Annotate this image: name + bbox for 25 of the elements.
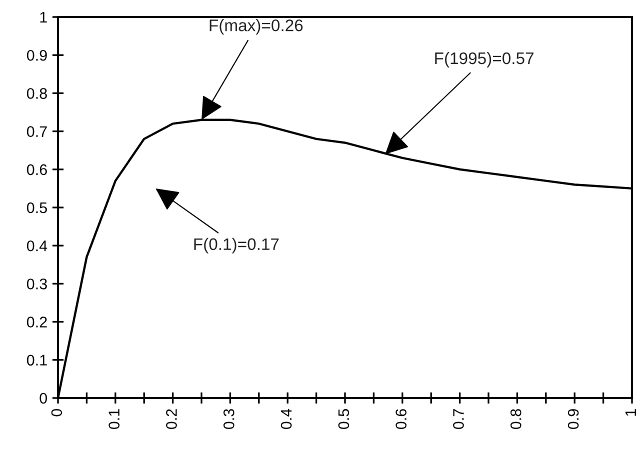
x-tick-label: 0.8 (510, 409, 522, 430)
x-tick-label: 0.6 (396, 409, 406, 430)
y-tick-label: 0.4 (26, 240, 48, 252)
annotation: F(1995)=0.57 (435, 52, 534, 68)
y-tick-label: 0.3 (26, 278, 47, 290)
y-tick-label: 0.7 (26, 126, 47, 137)
y-tick-label: 0.5 (26, 202, 47, 214)
y-tick-label: 0.9 (26, 50, 47, 61)
x-tick-label: 0.7 (453, 409, 464, 430)
x-tick-label: 0.2 (166, 409, 177, 430)
x-tick-label: 0.4 (280, 408, 292, 430)
x-tick-label: 0.3 (223, 409, 234, 430)
x-tick-label: 0 (51, 409, 62, 416)
y-tick-label: 1 (40, 12, 47, 23)
annotation: F(0.1)=0.17 (194, 238, 279, 254)
x-tick-label: 0.1 (108, 409, 120, 430)
y-tick-label: 0.6 (26, 164, 47, 176)
x-tick-label: 0.9 (568, 409, 579, 430)
y-tick-label: 0.8 (26, 88, 47, 99)
x-tick-label: 1 (625, 409, 636, 416)
y-tick-label: 0.1 (26, 354, 47, 366)
annotation: F(max)=0.26 (210, 19, 303, 35)
x-tick-label: 0.5 (338, 409, 350, 430)
y-tick-label: 0.2 (26, 316, 47, 328)
y-tick-label: 0 (40, 392, 47, 404)
